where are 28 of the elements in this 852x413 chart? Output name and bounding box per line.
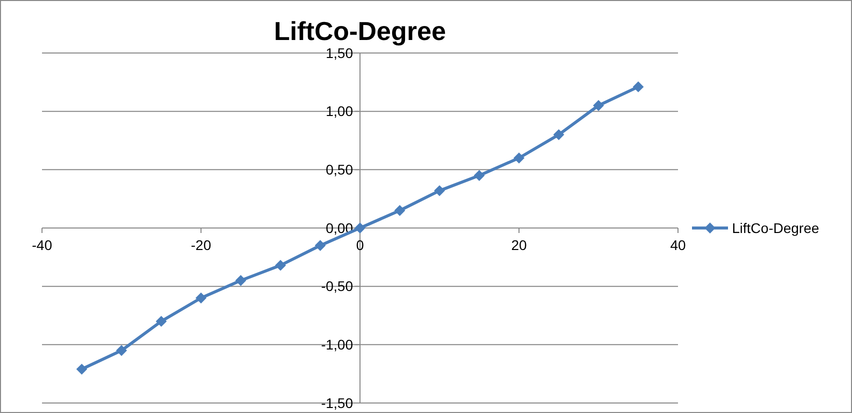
point [632,81,644,92]
point [474,170,485,181]
point [394,205,406,216]
y-tick-label: -1,00 [321,336,354,353]
point [76,364,88,375]
point [196,292,206,304]
x-tick-label: 0 [356,237,364,253]
y-tick-label: 0,50 [326,162,354,178]
y-tick-label: -0,50 [321,278,354,294]
y-tick-label: 1,50 [326,44,354,61]
point [116,345,127,356]
x-tick-label: 20 [511,237,527,253]
point [156,316,167,327]
point [514,152,524,164]
point [354,222,366,234]
x-tick-label: -40 [32,237,52,253]
point [314,240,326,251]
point [593,100,604,111]
point [553,129,564,140]
legend-label: LiftCo-Degree [732,220,820,236]
x-tick-label: 40 [670,237,686,253]
point [275,260,286,271]
y-tick-label: 1,00 [326,103,354,120]
chart-title: LiftCo-Degree [274,16,446,46]
point [235,275,246,286]
point [434,185,445,196]
x-tick-label: -20 [190,237,212,253]
y-tick-label: -1,50 [321,394,354,411]
